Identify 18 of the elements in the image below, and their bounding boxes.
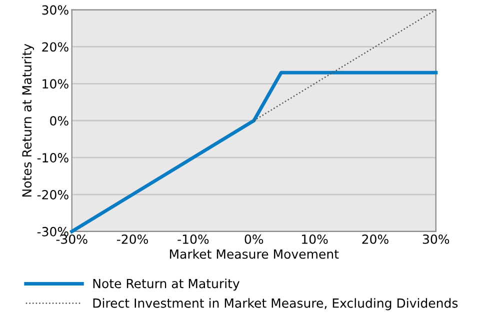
y-tick-label: 10% — [42, 79, 68, 89]
x-tick-label: 30% — [422, 234, 450, 244]
y-tick-label: -20% — [37, 190, 68, 200]
x-tick-label: 10% — [302, 234, 328, 244]
x-tick-label: 0% — [244, 234, 264, 244]
y-tick-label: -10% — [37, 153, 68, 162]
x-tick-label: 20% — [362, 234, 388, 244]
x-axis-title: Market Measure Movement — [170, 249, 339, 259]
y-tick-label: 0% — [50, 116, 68, 126]
y-tick-label: -30% — [37, 226, 68, 236]
x-tick-label: -30% — [56, 234, 88, 244]
y-tick-label: 20% — [42, 42, 68, 52]
y-tick-label: 30% — [42, 5, 68, 15]
legend-label: Note Return at Maturity — [93, 278, 240, 291]
x-tick-label: -10% — [178, 234, 209, 244]
x-tick-label: -20% — [116, 234, 148, 244]
y-axis-title: Notes Return at Maturity — [22, 44, 34, 197]
legend-label: Direct Investment in Market Measure, Excluding Dividends — [93, 298, 458, 310]
